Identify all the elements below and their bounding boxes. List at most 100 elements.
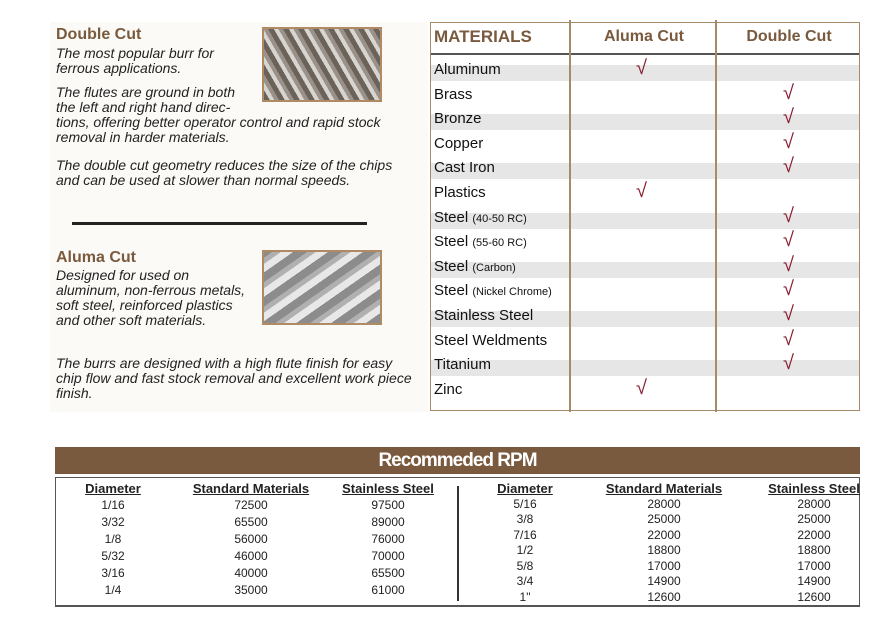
material-row: Brass √ bbox=[431, 82, 859, 106]
material-label: Bronze bbox=[434, 110, 482, 128]
material-row: Cast Iron √ bbox=[431, 155, 859, 180]
rpm-cell: 5/32 bbox=[101, 548, 125, 563]
material-row: Steel (40-50 RC) √ bbox=[431, 205, 859, 229]
rpm-cell: 25000 bbox=[797, 512, 831, 526]
check-icon: √ bbox=[783, 106, 794, 129]
check-icon: √ bbox=[783, 303, 794, 325]
double-cut-text-b: the left and right hand direc- bbox=[56, 99, 231, 115]
rpm-title: Recommeded RPM bbox=[55, 447, 860, 474]
material-name: Aluminum bbox=[434, 61, 501, 78]
rpm-cell: 14900 bbox=[647, 574, 681, 588]
rpm-cell: 1/16 bbox=[101, 497, 125, 512]
rpm-cell: 22000 bbox=[647, 527, 681, 542]
rpm-cell: 61000 bbox=[371, 582, 405, 597]
rpm-column-header: Diameter bbox=[497, 481, 553, 496]
header-aluma-cut: Aluma Cut bbox=[604, 28, 684, 45]
material-label: Stainless Steel bbox=[434, 307, 534, 324]
rpm-column-right: Stainless Steel 28000 25000 22000 18800 17000… bbox=[744, 481, 878, 605]
material-name: Steel Weldments bbox=[434, 332, 547, 349]
material-row: Zinc √ bbox=[431, 377, 859, 401]
rpm-table: Diameter 1/16 3/32 1/8 5/32 3/16 1/4 Standard M… bbox=[55, 477, 860, 607]
column-line bbox=[715, 20, 717, 412]
rpm-cell: 5/8 bbox=[516, 558, 534, 573]
check-icon: √ bbox=[783, 352, 794, 375]
header-materials: MATERIALS bbox=[434, 27, 532, 46]
rpm-cell: 40000 bbox=[234, 565, 268, 580]
rpm-column-right: Diameter 5/16 3/8 7/16 1/2 5/8 3/4 1" bbox=[455, 481, 595, 605]
rpm-cell: 76000 bbox=[371, 531, 405, 546]
rpm-cell: 3/32 bbox=[101, 514, 125, 529]
rpm-cell: 46000 bbox=[234, 548, 268, 563]
column-divider bbox=[457, 486, 459, 601]
material-label: Steel bbox=[434, 208, 469, 226]
rpm-cell: 3/4 bbox=[516, 574, 534, 588]
material-row: Steel (Nickel Chrome) √ bbox=[431, 278, 859, 302]
material-row: Bronze √ bbox=[431, 106, 859, 131]
rpm-cell: 89000 bbox=[371, 514, 405, 529]
double-cut-intro: The most popular burr for ferrous applic… bbox=[56, 45, 214, 76]
rpm-cell: 25000 bbox=[647, 512, 681, 526]
material-label: Steel bbox=[434, 257, 469, 275]
material-name: Steel (40-50 RC) bbox=[434, 209, 527, 226]
material-row: Steel (Carbon) √ bbox=[431, 254, 859, 278]
divider bbox=[72, 222, 367, 225]
material-row: Stainless Steel √ bbox=[431, 303, 859, 327]
rpm-cell: 14900 bbox=[797, 574, 831, 588]
rpm-cell: 56000 bbox=[234, 531, 268, 546]
material-label: Steel bbox=[434, 282, 469, 300]
double-cut-text-a: The flutes are ground in both bbox=[56, 84, 236, 100]
aluma-cut-burr-image bbox=[262, 250, 382, 325]
material-name: Copper bbox=[434, 135, 483, 152]
check-icon: √ bbox=[783, 130, 794, 153]
material-label: Steel bbox=[434, 233, 469, 251]
rpm-cell: 28000 bbox=[797, 496, 831, 511]
rpm-column-left: Stainless Steel 97500 89000 76000 70000 65500… bbox=[318, 481, 458, 599]
check-icon: √ bbox=[636, 57, 647, 79]
rpm-cell: 12600 bbox=[647, 589, 681, 604]
material-note: (Carbon) bbox=[472, 261, 516, 274]
material-row: Titanium √ bbox=[431, 352, 859, 377]
material-label: Aluminum bbox=[434, 61, 501, 78]
material-name: Cast Iron bbox=[434, 159, 495, 176]
material-name: Stainless Steel bbox=[434, 307, 533, 324]
rpm-cell: 1/8 bbox=[104, 531, 122, 546]
double-cut-text-c: tions, offering better operator control … bbox=[56, 114, 381, 145]
column-line bbox=[569, 20, 571, 412]
material-name: Steel (Carbon) bbox=[434, 258, 516, 275]
material-row: Plastics √ bbox=[431, 180, 859, 204]
check-icon: √ bbox=[636, 376, 647, 399]
rpm-cell: 28000 bbox=[647, 496, 681, 511]
rpm-cell: 17000 bbox=[647, 558, 681, 573]
rpm-cell: 3/8 bbox=[516, 512, 534, 526]
rpm-cell: 35000 bbox=[234, 582, 268, 597]
aluma-cut-title: Aluma Cut bbox=[56, 249, 136, 266]
rpm-cell: 72500 bbox=[234, 497, 268, 512]
double-cut-title: Double Cut bbox=[56, 26, 142, 43]
material-label: Titanium bbox=[434, 356, 491, 374]
check-icon: √ bbox=[783, 229, 794, 252]
rpm-cell: 3/16 bbox=[101, 565, 125, 580]
material-label: Cast Iron bbox=[434, 159, 495, 177]
rpm-column-right: Standard Materials 28000 25000 22000 18800 17… bbox=[594, 481, 734, 605]
material-row: Steel Weldments √ bbox=[431, 328, 859, 352]
rpm-cell: 65500 bbox=[234, 514, 268, 529]
material-name: Titanium bbox=[434, 356, 491, 373]
rpm-column-left: Diameter 1/16 3/32 1/8 5/32 3/16 1/4 bbox=[43, 481, 183, 599]
header-double-cut: Double Cut bbox=[746, 28, 832, 45]
rpm-column-header: Stainless Steel bbox=[768, 481, 860, 496]
material-note: (40-50 RC) bbox=[472, 212, 527, 225]
rpm-column-header: Stainless Steel bbox=[342, 481, 434, 496]
rpm-cell: 1/4 bbox=[104, 582, 122, 597]
rpm-column-left: Standard Materials 72500 65500 56000 46000 40… bbox=[181, 481, 321, 599]
rpm-cell: 7/16 bbox=[513, 527, 537, 542]
material-row: Aluminum √ bbox=[431, 57, 859, 81]
material-name: Steel (55-60 RC) bbox=[434, 233, 527, 250]
check-icon: √ bbox=[783, 81, 794, 104]
check-icon: √ bbox=[783, 204, 794, 227]
rpm-column-header: Standard Materials bbox=[605, 481, 723, 496]
rpm-cell: 22000 bbox=[797, 527, 831, 542]
rpm-cell: 97500 bbox=[371, 497, 405, 512]
rpm-cell: 12600 bbox=[797, 589, 831, 604]
burr-descriptions: Double Cut The most popular burr for fer… bbox=[50, 22, 428, 412]
check-icon: √ bbox=[783, 155, 794, 178]
